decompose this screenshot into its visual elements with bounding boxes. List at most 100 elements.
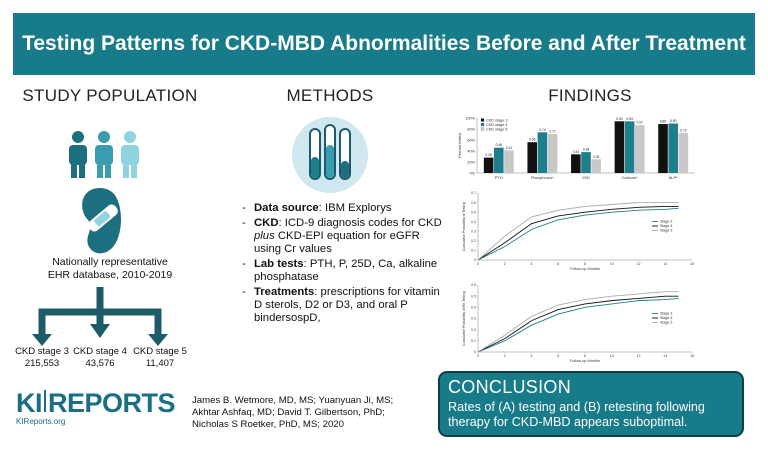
x-tick-label: 0 [477,354,479,358]
legend-swatch [480,118,485,122]
logo-ki: KI [16,388,43,418]
bar [634,125,645,173]
line-series [477,207,679,261]
legend-label: Stage 5 [660,321,672,325]
y-tick-label: 0.6 [471,201,476,205]
bar [537,132,548,173]
line-series [477,291,679,353]
x-tick-label: ALP* [669,175,679,180]
value-label: 0.73 [680,128,687,132]
x-tick-label: 16 [690,354,694,358]
y-tick-label: 0.5 [471,294,476,298]
y-tick-label: 0.3 [471,317,476,321]
y-tick-label: 0.2 [471,328,476,332]
section-heading: STUDY POPULATION [22,86,198,105]
y-tick-label: 0.4 [471,220,476,224]
population-graphics [32,131,168,346]
y-tick-label: 0% [470,171,476,175]
x-tick-label: 12 [637,354,641,358]
value-label: 0.94 [616,117,623,121]
bar [571,154,581,173]
stage-count: 11,407 [145,358,175,369]
y-tick-label: 0.2 [471,239,476,243]
x-tick-label: 25D [582,175,589,180]
legend-label: Stage 4 [660,316,672,320]
line-chart: 0 0.1 0.2 0.3 0.4 0.5 0.6 0 2 4 6 8 10 12 14 16 Follow-u… [462,283,694,363]
y-tick-label: 80% [467,127,475,131]
x-tick-label: 10 [610,354,614,358]
x-tick-label: 2 [504,262,506,266]
stage-group: CKD stage 4 43,576 [65,346,135,370]
value-label: 0.56 [529,138,536,142]
authors: James B. Wetmore, MD, MS; Yuanyuan Ji, M… [192,395,394,430]
x-tick-label: 14 [663,354,667,358]
legend-label: CKD stage 3 [486,118,508,122]
methods-list: Data source: IBM Explorys CKD: ICD-9 dia… [240,202,444,327]
y-tick-label: 60% [467,138,475,142]
bar [527,142,538,173]
x-tick-label: PTH [495,175,503,180]
method-item: Data source: IBM Explorys [242,202,444,215]
section-heading: FINDINGS [548,86,632,105]
x-tick-label: 4 [531,354,533,358]
arrow-heads [32,324,168,346]
legend-label: Stage 3 [660,220,672,224]
stage-label: CKD stage 3 [15,346,69,357]
method-item: Lab tests: PTH, P, 25D, Ca, alkaline pho… [242,258,444,284]
conclusion-heading: CONCLUSION [448,377,572,397]
legend-swatch [480,127,485,131]
x-tick-label: 12 [637,262,641,266]
title: Testing Patterns for CKD-MBD Abnormaliti… [22,32,746,55]
item-label: CKD [254,217,279,229]
item-text: : ICD-9 diagnosis codes for CKD [278,217,442,229]
logo-url: KIReports.org [16,417,66,426]
x-tick-label: 6 [557,262,559,266]
item-text: : IBM Explorys [318,202,392,214]
x-tick-label: 10 [610,262,614,266]
line-series [477,297,679,353]
tree-arrows [38,287,162,338]
x-tick-label: 14 [663,262,667,266]
x-tick-label: 8 [584,354,586,358]
bar [591,159,601,173]
value-label: 0.28 [485,153,492,157]
line-chart: 0 0.1 0.2 0.3 0.4 0.5 0.6 0.7 0 2 4 6 8 10 12 14 16 Follo… [462,191,694,271]
legend-swatch [480,122,485,127]
y-tick-label: 0.7 [471,191,476,195]
value-label: 0.38 [583,148,590,152]
stage-label: CKD stage 4 [73,346,127,357]
stage-label: CKD stage 5 [133,346,187,357]
legend-label: Stage 4 [660,224,672,228]
y-tick-label: 0 [474,258,476,262]
y-tick-label: 40% [467,149,475,153]
line-series [477,295,679,353]
item-label: Data source [254,202,319,214]
value-label: 0.25 [593,155,600,159]
section-heading: METHODS [286,86,374,105]
population-description: Nationally representative EHR database, … [20,256,200,282]
y-tick-label: 100% [465,116,475,120]
x-tick-label: 4 [531,262,533,266]
item-text: : PTH, P, 25D, Ca, alkaline phosphatase [254,258,438,283]
value-label: 0.46 [496,143,503,147]
description-line: EHR database, 2010-2019 [47,269,173,281]
bar [624,121,635,173]
bar [581,152,591,173]
value-label: 0.71 [549,129,556,133]
bar [483,157,494,173]
method-item: Treatments: prescriptions for vitamin D … [242,286,444,325]
legend-label: CKD stage 4 [486,123,508,127]
item-emphasis: plus [254,230,275,242]
description-line: Nationally representative [52,256,168,268]
method-item: CKD: ICD-9 diagnosis codes for CKD plus … [242,217,444,256]
logo: KI REPORTS KIReports.org [16,388,176,426]
x-axis-label: Follow-up Months [570,267,600,271]
y-axis-label: Cumulative Probability of Testing [462,202,466,251]
item-text: CKD-EPI equation for eGFR using Cr value… [254,230,420,255]
bar-chart: 0% 20% 40% 60% 80% 100% Percent tested PTH 0.28 0… [458,116,695,180]
y-tick-label: 0 [474,350,476,354]
line-series [477,205,679,261]
value-label: 0.89 [660,120,667,124]
x-tick-label: Calcium* [622,175,638,180]
bar [614,121,625,173]
